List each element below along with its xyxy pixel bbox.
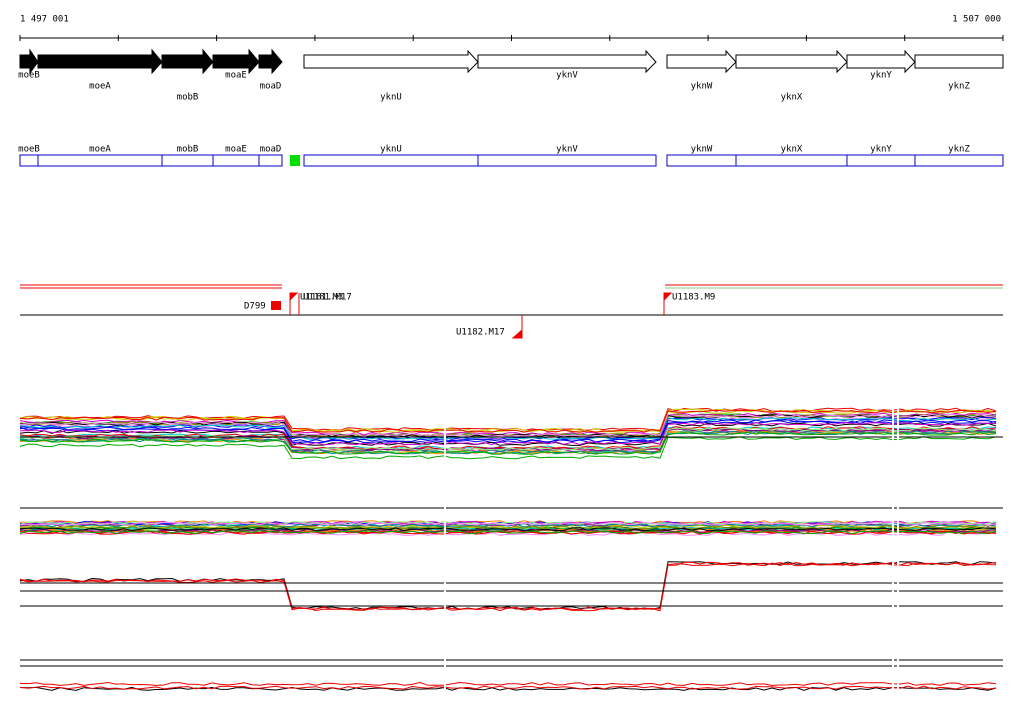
segment-label: yknZ: [948, 145, 970, 155]
profile-line: [19, 530, 997, 535]
gene-label: moeA: [89, 82, 111, 92]
gene-arrow: [846, 49, 916, 74]
profile-line: [19, 561, 997, 611]
profile-line: [19, 431, 997, 455]
segment-box: [735, 154, 848, 167]
axis-start: 1 497 001: [20, 15, 69, 25]
marker-flag: [663, 292, 673, 315]
segment-box: [258, 154, 283, 167]
profiles: [19, 400, 1003, 700]
segment-label: yknY: [870, 145, 892, 155]
gene-arrow: [37, 48, 163, 75]
axis-end: 1 507 000: [952, 15, 1001, 25]
profile-line: [19, 431, 997, 455]
gene-arrow: [258, 48, 283, 75]
segment-label: moaE: [225, 145, 247, 155]
marker-flag: [511, 315, 523, 339]
profile-line: [19, 685, 997, 690]
marker-label: U1182.M17: [456, 328, 505, 338]
gene-label: mobB: [177, 93, 199, 103]
segment-box: [477, 154, 657, 167]
profile-line: [19, 413, 997, 438]
gene-label: moeB: [18, 71, 40, 81]
profile-line: [19, 436, 997, 460]
profile-line: [19, 525, 997, 530]
segment-label: moeB: [18, 145, 40, 155]
marker-label: U1183.M9: [672, 293, 715, 303]
gene-label: yknX: [781, 93, 803, 103]
segment-label: moeA: [89, 145, 111, 155]
segment-label: yknX: [781, 145, 803, 155]
segment-label: moaD: [260, 145, 282, 155]
profile-line: [20, 521, 997, 526]
marker-label: D799: [244, 302, 266, 312]
gene-arrow: [735, 49, 848, 74]
segment-label: yknW: [691, 145, 713, 155]
gene-arrow: [161, 48, 214, 75]
profile-line: [19, 527, 997, 532]
marker-label: U1181.M3: [300, 293, 343, 303]
gene-arrow: [303, 49, 479, 74]
segment-box: [161, 154, 214, 167]
gene-label: yknU: [380, 93, 402, 103]
segment-label: yknV: [556, 145, 578, 155]
profile-line: [19, 562, 997, 612]
profile-line: [20, 427, 997, 451]
marker-label: U1181.M17: [303, 293, 352, 303]
marker-box: [271, 301, 281, 310]
gene-arrow: [477, 49, 657, 74]
gene-arrow: [666, 49, 737, 74]
profile-line: [19, 681, 997, 686]
segment-label: yknU: [380, 145, 402, 155]
gene-label: yknZ: [948, 82, 970, 92]
gene-arrow: [212, 48, 260, 75]
marker-flag: [289, 292, 299, 315]
segment-box: [846, 154, 916, 167]
segment-box: [914, 154, 1004, 167]
profile-line: [19, 409, 997, 433]
gene-label: moaD: [260, 82, 282, 92]
segment-box: [303, 154, 479, 167]
gene-label: yknY: [870, 71, 892, 81]
profile-line: [19, 420, 997, 444]
segment-label: mobB: [177, 145, 199, 155]
probe-box: [290, 155, 300, 166]
segment-box: [666, 154, 737, 167]
profile-line: [19, 421, 997, 446]
profile-line: [19, 417, 997, 441]
gene-label: yknW: [691, 82, 713, 92]
segment-box: [19, 154, 39, 167]
profile-line: [19, 561, 997, 610]
gene-box: [914, 54, 1004, 69]
segment-box: [212, 154, 260, 167]
profile-line: [19, 419, 997, 443]
gene-label: yknV: [556, 71, 578, 81]
gene-label: moaE: [225, 71, 247, 81]
gene-arrow: [19, 48, 39, 75]
profile-line: [19, 531, 997, 536]
segment-box: [37, 154, 163, 167]
